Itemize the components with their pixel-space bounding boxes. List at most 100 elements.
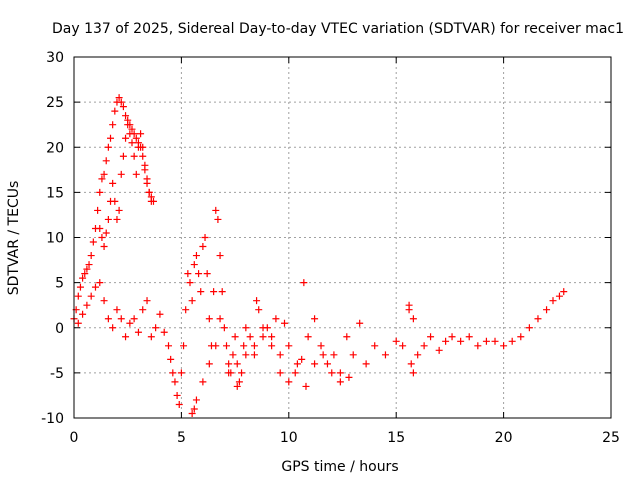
data-point [76, 283, 84, 291]
data-point [242, 351, 250, 359]
data-point [152, 324, 160, 332]
data-point [147, 333, 155, 341]
data-point [126, 319, 134, 327]
data-point [117, 315, 125, 323]
data-point [420, 342, 428, 350]
data-point [156, 310, 164, 318]
data-point [79, 310, 87, 318]
y-tick-label: -5 [50, 366, 64, 382]
data-point [235, 378, 243, 386]
data-point [407, 360, 415, 368]
data-point [74, 292, 82, 300]
data-point [104, 143, 112, 151]
plot-frame [73, 56, 612, 419]
data-point [317, 342, 325, 350]
data-point [231, 333, 239, 341]
data-point [225, 360, 233, 368]
data-point [83, 265, 91, 273]
x-tick-label: 0 [70, 430, 79, 446]
data-point [119, 152, 127, 160]
data-point [300, 279, 308, 287]
y-tick-label: 5 [55, 276, 64, 292]
data-point [549, 297, 557, 305]
data-point [276, 369, 284, 377]
data-point [233, 360, 241, 368]
data-point [223, 342, 231, 350]
data-point [122, 333, 130, 341]
data-point [98, 175, 106, 183]
data-point [457, 337, 465, 345]
data-point [74, 319, 82, 327]
data-point [371, 342, 379, 350]
data-point [293, 360, 301, 368]
data-point [218, 288, 226, 296]
axis-ticks: 0 5 10 15 20 25 -10 -5 0 5 10 15 20 25 30 [41, 50, 620, 446]
data-point [435, 346, 443, 354]
data-point [319, 351, 327, 359]
data-point [130, 152, 138, 160]
data-point [214, 215, 222, 223]
data-point [268, 342, 276, 350]
data-point [409, 315, 417, 323]
grid [74, 57, 611, 418]
data-point [205, 360, 213, 368]
data-point [210, 288, 218, 296]
y-tick-label: 25 [46, 95, 64, 111]
data-point [298, 355, 306, 363]
data-point [91, 283, 99, 291]
data-point [414, 351, 422, 359]
x-tick-label: 5 [177, 430, 186, 446]
data-point [192, 396, 200, 404]
data-point [356, 319, 364, 327]
data-point [508, 337, 516, 345]
data-point [87, 252, 95, 260]
data-point [137, 130, 145, 138]
data-point [117, 170, 125, 178]
data-point [362, 360, 370, 368]
data-point [328, 369, 336, 377]
data-point [311, 360, 319, 368]
data-point [177, 369, 185, 377]
data-point [132, 134, 140, 142]
data-point [281, 319, 289, 327]
data-point [216, 252, 224, 260]
data-point [534, 315, 542, 323]
y-tick-label: -10 [41, 411, 64, 427]
data-point [199, 243, 207, 251]
data-point [122, 134, 130, 142]
data-point [197, 288, 205, 296]
data-point [276, 351, 284, 359]
data-point [190, 405, 198, 413]
x-tick-label: 25 [602, 430, 620, 446]
data-point [482, 337, 490, 345]
data-point [107, 134, 115, 142]
data-point [149, 197, 157, 205]
data-point [113, 306, 121, 314]
data-point [89, 238, 97, 246]
data-point [268, 333, 276, 341]
data-point [311, 315, 319, 323]
data-point [216, 315, 224, 323]
data-point [186, 279, 194, 287]
data-point [500, 342, 508, 350]
data-point [465, 333, 473, 341]
data-point [560, 288, 568, 296]
data-point [111, 107, 119, 115]
data-point [259, 324, 267, 332]
data-point [212, 342, 220, 350]
data-point [171, 378, 179, 386]
data-point [190, 261, 198, 269]
data-point [141, 161, 149, 169]
data-point [145, 188, 153, 196]
data-point [184, 270, 192, 278]
data-point [96, 224, 104, 232]
data-point [109, 324, 117, 332]
data-point [100, 170, 108, 178]
data-point [302, 382, 310, 390]
data-point [167, 355, 175, 363]
data-point [242, 324, 250, 332]
data-point [525, 324, 533, 332]
data-point [285, 378, 293, 386]
data-point [134, 328, 142, 336]
